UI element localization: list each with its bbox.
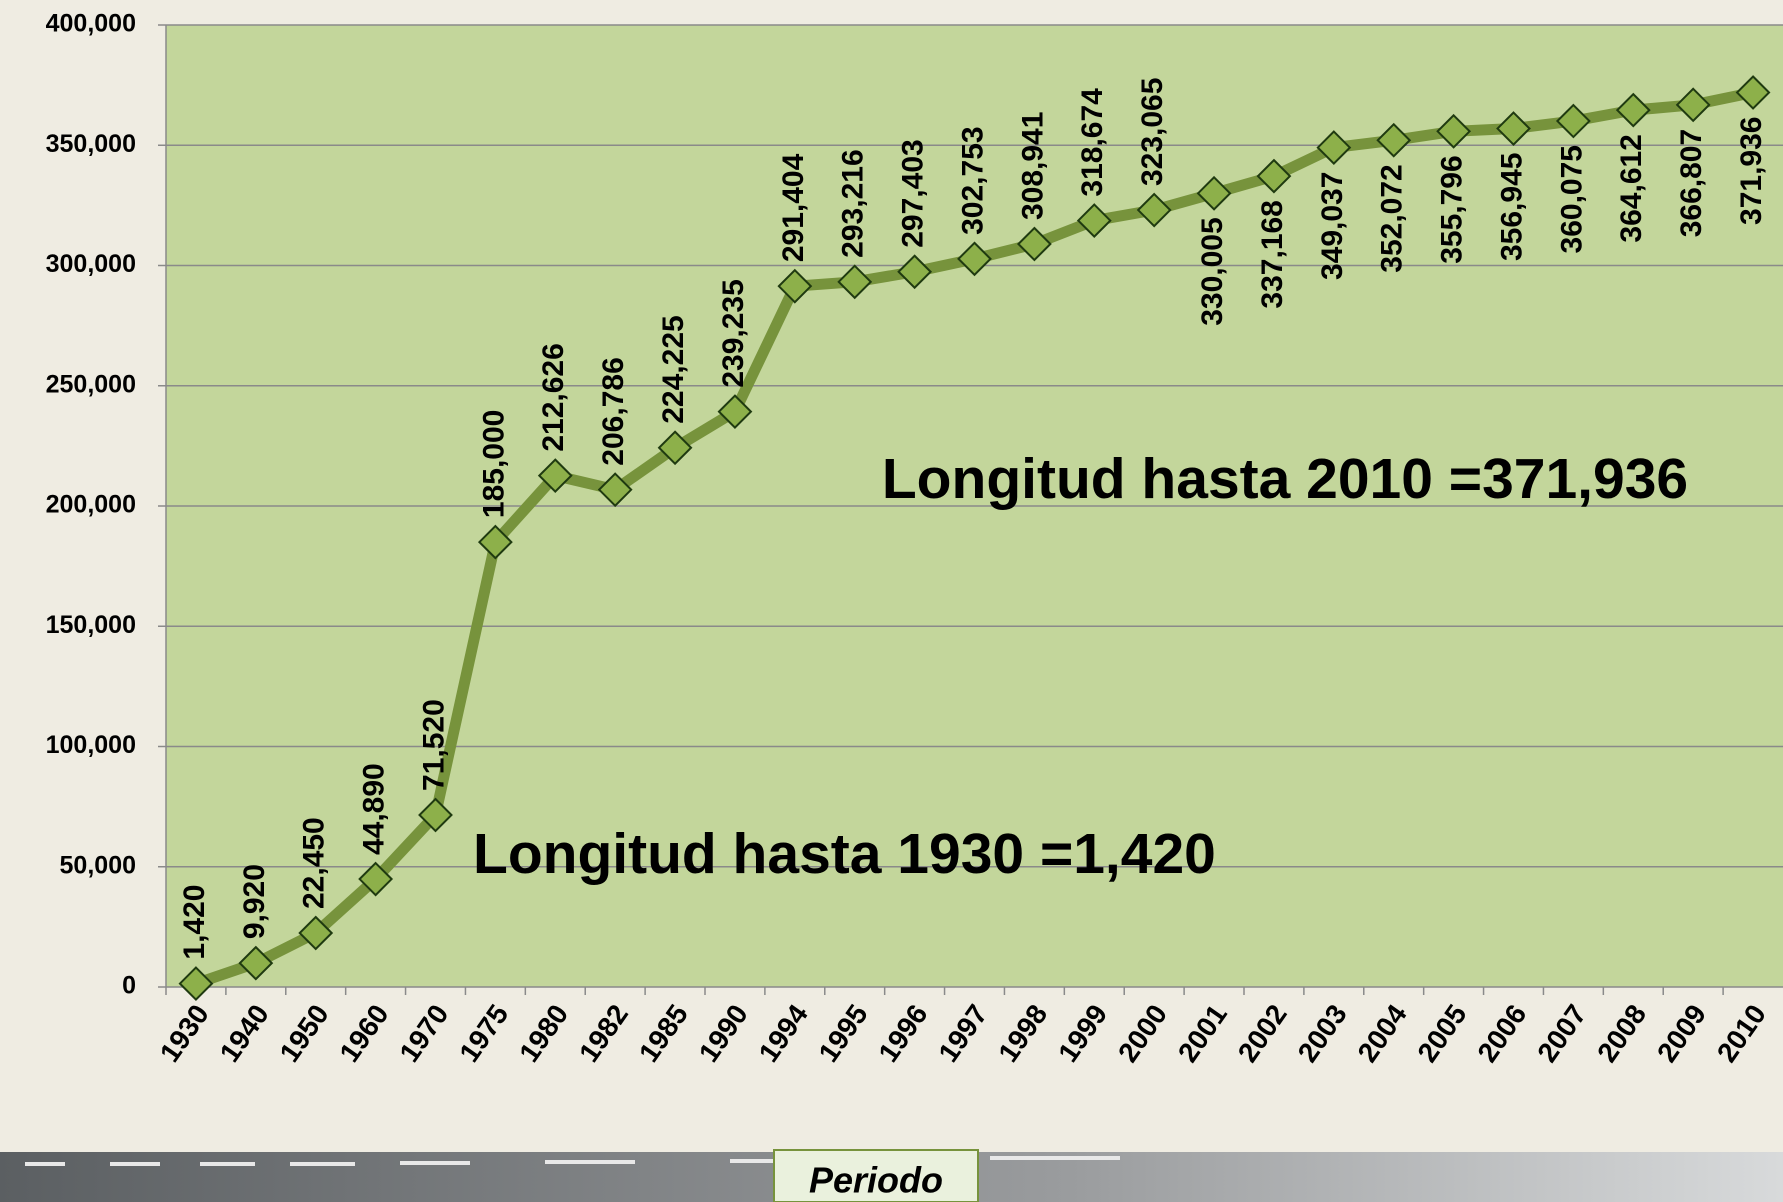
y-tick-label: 300,000 [46,250,136,278]
marker [837,264,873,300]
marker [717,394,753,430]
x-tick-label: 1980 [513,999,574,1068]
data-label: 366,807 [1675,129,1708,237]
y-tick-label: 0 [122,972,136,1000]
x-tick-label: 1950 [274,999,335,1068]
marker [777,268,813,304]
x-tick-label: 1994 [753,999,814,1068]
x-tick-label: 1930 [154,999,215,1068]
data-label: 318,674 [1076,88,1109,197]
data-label: 297,403 [897,139,930,247]
x-tick-label: 2003 [1292,999,1353,1068]
marker [298,915,334,951]
data-label: 349,037 [1316,172,1349,280]
data-label: 302,753 [956,126,989,234]
x-tick-label: 1998 [992,999,1053,1068]
data-label: 360,075 [1555,145,1588,253]
x-tick-label: 1940 [214,999,275,1068]
marker [1376,122,1412,158]
data-label: 356,945 [1495,153,1528,261]
annotation: Longitud hasta 2010 =371,936 [882,447,1688,511]
data-label: 224,225 [657,315,690,423]
x-tick-label: 2008 [1591,999,1652,1068]
x-tick-label: 1982 [573,999,634,1068]
x-tick-label: 1975 [453,999,514,1068]
marker [238,945,274,981]
y-tick-label: 350,000 [46,130,136,158]
marker [178,966,214,1001]
marker [1316,130,1352,165]
marker [1136,192,1172,228]
data-label: 293,216 [837,149,870,257]
data-label: 355,796 [1436,155,1469,263]
marker [1196,175,1232,211]
data-label: 291,404 [777,153,810,262]
data-label: 44,890 [358,763,391,855]
data-label: 330,005 [1196,217,1229,325]
y-tick-label: 250,000 [46,370,136,398]
data-label: 1,420 [178,885,211,960]
data-label: 212,626 [537,343,570,451]
marker [1496,111,1531,146]
x-axis-label: Periodo [809,1160,943,1201]
x-tick-label: 2004 [1352,999,1413,1068]
data-label: 308,941 [1016,112,1049,220]
marker [537,458,573,494]
y-tick-label: 200,000 [46,491,136,519]
marker [597,472,633,508]
data-label: 71,520 [417,699,450,791]
x-tick-label: 1999 [1052,999,1113,1068]
data-label: 323,065 [1136,78,1169,186]
marker [657,430,693,466]
marker [358,861,394,897]
x-tick-label: 2005 [1411,999,1472,1068]
data-label: 371,936 [1735,116,1768,224]
x-tick-label: 2009 [1651,999,1712,1068]
x-tick-label: 2000 [1112,999,1173,1068]
x-tick-label: 1996 [872,999,933,1068]
data-label: 206,786 [597,357,630,465]
x-tick-label: 1997 [932,999,993,1068]
data-label: 239,235 [717,279,750,387]
marker [418,797,453,833]
y-tick-label: 50,000 [60,851,136,879]
marker [477,524,513,560]
data-label: 185,000 [477,410,510,518]
marker [1256,158,1292,194]
annotation: Longitud hasta 1930 =1,420 [473,822,1216,886]
y-tick-label: 400,000 [46,10,136,38]
x-tick-label: 2006 [1471,999,1532,1068]
marker [1615,92,1651,128]
marker [897,254,933,290]
x-tick-label: 2010 [1711,999,1772,1068]
data-label: 352,072 [1376,164,1409,272]
x-label-box [773,1149,979,1202]
marker [957,241,992,277]
x-tick-label: 1985 [633,999,694,1068]
marker [1016,226,1052,262]
marker [1555,103,1591,139]
y-tick-label: 150,000 [46,611,136,639]
y-tick-label: 100,000 [46,731,136,759]
data-label: 22,450 [298,817,331,909]
marker [1076,203,1112,239]
x-tick-label: 2001 [1172,999,1233,1068]
x-tick-label: 1990 [693,999,754,1068]
data-label: 364,612 [1615,134,1648,242]
x-tick-label: 1960 [333,999,394,1068]
x-tick-label: 2007 [1531,999,1592,1068]
x-tick-label: 2002 [1232,999,1293,1068]
x-tick-label: 1995 [813,999,874,1068]
data-label: 9,920 [238,864,271,939]
marker [1675,87,1711,123]
marker [1436,113,1472,149]
marker [1735,75,1771,110]
data-label: 337,168 [1256,200,1289,308]
x-tick-label: 1970 [393,999,454,1068]
